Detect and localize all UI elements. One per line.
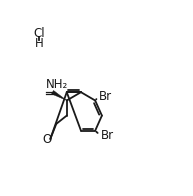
Text: Cl: Cl — [33, 27, 45, 40]
Polygon shape — [52, 91, 67, 101]
Text: NH₂: NH₂ — [46, 78, 68, 91]
Text: H: H — [35, 37, 43, 50]
Text: Br: Br — [99, 90, 112, 103]
Text: Br: Br — [100, 129, 113, 142]
Text: O: O — [42, 133, 51, 146]
